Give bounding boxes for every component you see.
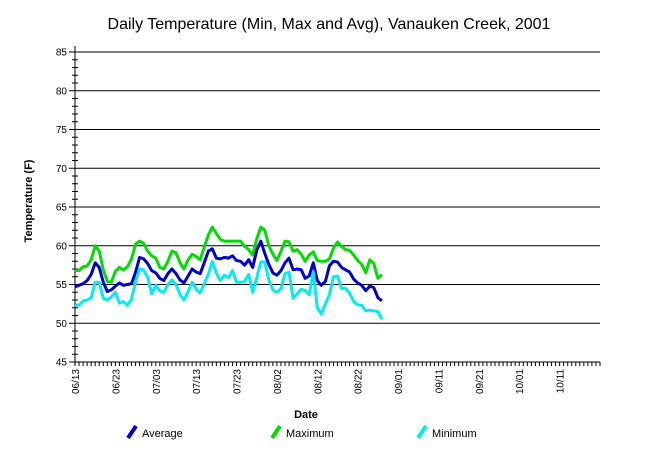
y-tick-label-55: 55 <box>56 280 68 291</box>
legend-label-maximum: Maximum <box>286 428 334 440</box>
x-tick-label-08-22: 08/22 <box>354 369 365 394</box>
y-tick-label-70: 70 <box>56 164 68 175</box>
legend-label-minimum: Minimum <box>432 428 477 440</box>
y-tick-label-85: 85 <box>56 48 68 59</box>
series-line-maximum <box>75 225 383 284</box>
y-tick-labels: 45 50 55 60 65 70 75 80 85 <box>56 48 68 369</box>
x-tick-label-07-23: 07/23 <box>233 369 244 394</box>
x-tick-label-10-11: 10/11 <box>556 369 567 394</box>
x-tick-label-09-21: 09/21 <box>475 369 486 394</box>
x-axis-label: Date <box>294 409 318 421</box>
legend-item-average: Average <box>126 424 183 440</box>
series-line-average <box>74 239 383 302</box>
legend-item-minimum: Minimum <box>416 424 477 440</box>
y-tick-label-50: 50 <box>56 319 68 330</box>
y-tick-label-60: 60 <box>56 241 68 252</box>
x-tick-label-06-13: 06/13 <box>71 369 82 394</box>
axes <box>69 46 601 366</box>
legend-label-average: Average <box>142 428 183 440</box>
x-tick-labels: 06/13 06/23 07/03 07/13 07/23 08/02 08/12 08/22… <box>71 369 567 394</box>
y-axis-label: Temperature (F) <box>23 159 35 242</box>
x-tick-label-07-03: 07/03 <box>152 369 163 394</box>
series-line-minimum <box>74 259 384 321</box>
x-tick-label-09-11: 09/11 <box>434 369 445 394</box>
legend-swatch-average <box>126 424 138 440</box>
x-tick-label-08-12: 08/12 <box>313 369 324 394</box>
x-tick-label-06-23: 06/23 <box>111 369 122 394</box>
y-tick-label-75: 75 <box>56 125 68 136</box>
x-tick-label-10-01: 10/01 <box>515 369 526 394</box>
legend-swatch-minimum <box>416 424 428 440</box>
y-tick-label-45: 45 <box>56 358 68 369</box>
legend-swatch-maximum <box>270 424 282 440</box>
grid <box>75 51 600 324</box>
legend: Average Maximum Minimum <box>126 424 477 440</box>
y-tick-label-65: 65 <box>56 203 68 214</box>
x-tick-label-08-02: 08/02 <box>273 369 284 394</box>
x-tick-label-09-01: 09/01 <box>394 369 405 394</box>
x-tick-label-07-13: 07/13 <box>192 369 203 394</box>
legend-item-maximum: Maximum <box>270 424 334 440</box>
y-tick-label-80: 80 <box>56 86 68 97</box>
chart-title: Daily Temperature (Min, Max and Avg), Va… <box>108 16 551 33</box>
series-lines <box>74 225 384 321</box>
